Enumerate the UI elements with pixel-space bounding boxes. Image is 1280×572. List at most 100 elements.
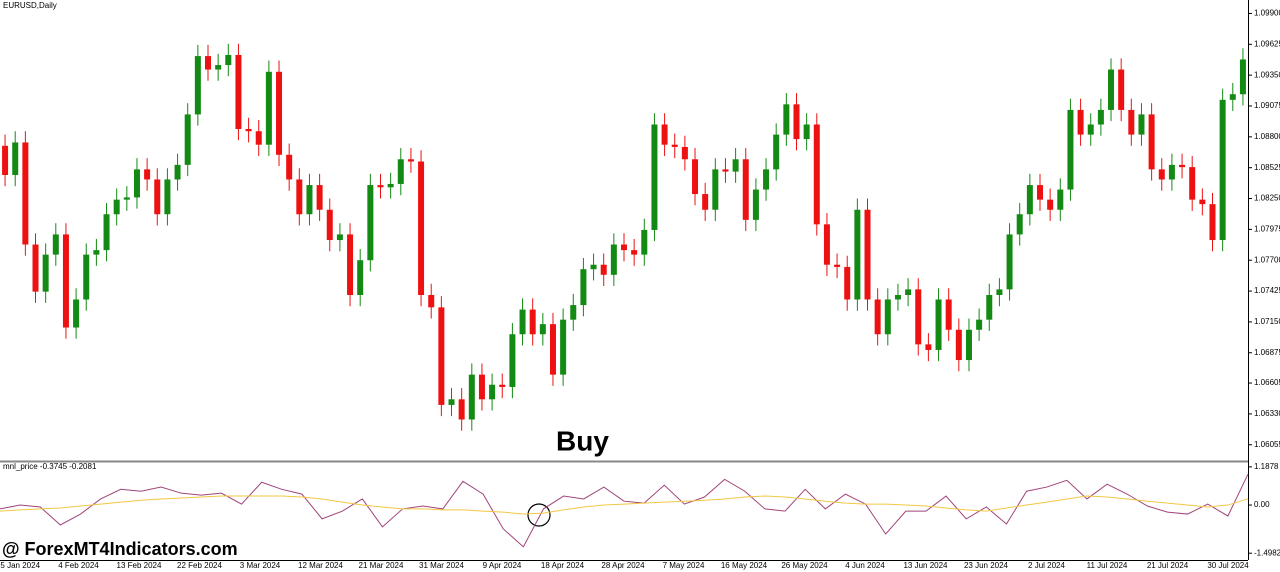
candle-body [915, 289, 922, 345]
candle-body [62, 234, 69, 328]
candle-body [1108, 69, 1115, 110]
x-tick-label: 21 Mar 2024 [359, 561, 404, 570]
candle-body [1026, 185, 1033, 215]
candle-body [42, 254, 49, 292]
y-tick-label: -1.4982 [1254, 548, 1280, 557]
candle-body [468, 374, 475, 420]
candle-body [590, 264, 597, 270]
candle-body [864, 209, 871, 300]
candle-body [458, 399, 465, 420]
candle-body [276, 71, 283, 155]
candle-body [549, 324, 556, 375]
candle-body [986, 294, 993, 320]
x-tick-label: 3 Mar 2024 [240, 561, 281, 570]
candle-body [1168, 164, 1175, 180]
y-tick-label: 1.06605 [1254, 378, 1280, 387]
candle-body [1199, 199, 1206, 205]
candle-body [935, 299, 942, 350]
candle-body [12, 142, 19, 175]
candle-body [73, 299, 80, 328]
candle-body [925, 344, 932, 350]
x-tick-label: 7 May 2024 [663, 561, 705, 570]
x-tick-label: 31 Mar 2024 [419, 561, 464, 570]
x-tick-label: 12 Mar 2024 [298, 561, 343, 570]
watermark: @ ForexMT4Indicators.com [2, 539, 238, 559]
y-tick-label: 1.07975 [1254, 224, 1280, 233]
candle-body [783, 104, 790, 135]
candle-body [641, 229, 648, 255]
x-tick-label: 9 Apr 2024 [483, 561, 522, 570]
candle-body [600, 264, 607, 275]
candle-body [661, 124, 668, 145]
candle-body [113, 199, 120, 215]
candle-body [763, 169, 770, 190]
x-tick-label: 4 Feb 2024 [58, 561, 99, 570]
candle-body [286, 154, 293, 180]
y-tick-label: 1.09625 [1254, 39, 1280, 48]
annotation: Buy [556, 425, 609, 456]
candle-body [164, 179, 171, 215]
candle-body [1067, 109, 1074, 190]
x-tick-label: 30 Jul 2024 [1207, 561, 1249, 570]
x-tick-label: 23 Jun 2024 [964, 561, 1009, 570]
candle-body [773, 134, 780, 170]
y-tick-label: 1.06055 [1254, 440, 1280, 449]
candle-body [123, 197, 130, 200]
candle-body [1239, 59, 1246, 95]
candle-body [854, 209, 861, 300]
candle-body [509, 334, 516, 387]
candle-body [976, 319, 983, 330]
candle-body [610, 244, 617, 275]
y-tick-label: 1.08800 [1254, 132, 1280, 141]
candle-body [499, 384, 506, 387]
candle-body [681, 146, 688, 160]
candle-body [336, 234, 343, 241]
y-tick-label: 1.06330 [1254, 409, 1280, 418]
x-tick-label: 25 Jan 2024 [0, 561, 41, 570]
candle-body [894, 294, 901, 300]
candle-body [489, 384, 496, 400]
candle-body [813, 124, 820, 225]
candle-body [154, 179, 161, 215]
candle-body [742, 159, 749, 220]
x-tick-label: 26 May 2024 [781, 561, 828, 570]
candle-body [296, 179, 303, 215]
x-tick-label: 11 Jul 2024 [1087, 561, 1128, 570]
candle-body [1118, 69, 1125, 110]
candle-body [712, 169, 719, 210]
candle-body [1148, 114, 1155, 170]
candle-body [996, 289, 1003, 295]
candle-body [367, 185, 374, 261]
y-tick-label: 1.09075 [1254, 101, 1280, 110]
candle-body [326, 209, 333, 241]
candle-body [1189, 167, 1196, 200]
y-tick-label: 1.07150 [1254, 317, 1280, 326]
candle-body [1006, 234, 1013, 290]
y-tick-label: 1.07425 [1254, 286, 1280, 295]
y-tick-label: 1.07700 [1254, 255, 1280, 264]
candle-body [22, 142, 29, 245]
candle-body [539, 324, 546, 335]
candle-body [316, 185, 323, 210]
candle-body [621, 244, 627, 251]
candle-body [357, 260, 364, 295]
candle-body [1087, 124, 1094, 135]
candle-body [834, 264, 841, 267]
signal-circle [527, 503, 551, 527]
candle-body [631, 250, 638, 255]
x-tick-label: 4 Jun 2024 [845, 561, 885, 570]
candle-body [803, 124, 810, 140]
candle-body [570, 305, 577, 320]
x-tick-label: 13 Jun 2024 [903, 561, 948, 570]
candle-body [1047, 199, 1054, 210]
candle-body [377, 185, 384, 188]
y-tick-label: 0.00 [1254, 500, 1270, 509]
candle-body [448, 399, 455, 405]
candle-body [1209, 204, 1216, 241]
candle-body [174, 164, 181, 180]
candle-body [215, 65, 222, 70]
x-tick-label: 21 Jul 2024 [1147, 561, 1189, 570]
candle-body [874, 299, 881, 335]
candle-body [1128, 109, 1135, 135]
